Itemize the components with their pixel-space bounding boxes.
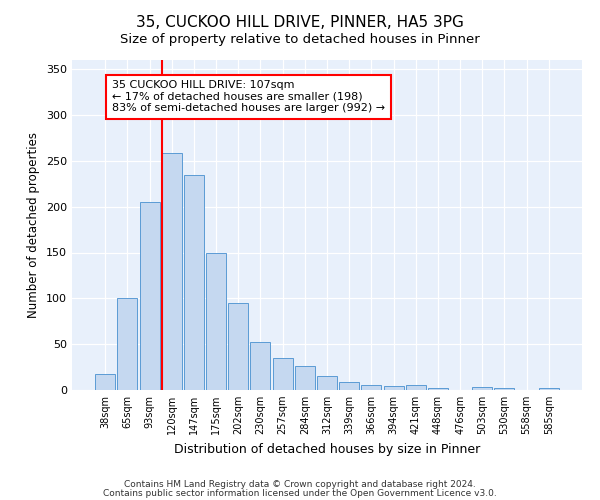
X-axis label: Distribution of detached houses by size in Pinner: Distribution of detached houses by size … — [174, 442, 480, 456]
Text: 35 CUCKOO HILL DRIVE: 107sqm
← 17% of detached houses are smaller (198)
83% of s: 35 CUCKOO HILL DRIVE: 107sqm ← 17% of de… — [112, 80, 385, 114]
Bar — [494, 388, 514, 390]
Bar — [206, 252, 226, 390]
Text: Size of property relative to detached houses in Pinner: Size of property relative to detached ho… — [120, 32, 480, 46]
Bar — [140, 202, 160, 390]
Bar — [250, 342, 271, 390]
Bar — [539, 388, 559, 390]
Bar — [162, 154, 182, 390]
Bar — [472, 387, 492, 390]
Text: Contains HM Land Registry data © Crown copyright and database right 2024.: Contains HM Land Registry data © Crown c… — [124, 480, 476, 489]
Bar — [428, 388, 448, 390]
Bar — [383, 386, 404, 390]
Text: 35, CUCKOO HILL DRIVE, PINNER, HA5 3PG: 35, CUCKOO HILL DRIVE, PINNER, HA5 3PG — [136, 15, 464, 30]
Bar — [95, 374, 115, 390]
Bar — [361, 384, 382, 390]
Bar — [272, 358, 293, 390]
Y-axis label: Number of detached properties: Number of detached properties — [28, 132, 40, 318]
Bar — [228, 303, 248, 390]
Text: Contains public sector information licensed under the Open Government Licence v3: Contains public sector information licen… — [103, 490, 497, 498]
Bar — [406, 386, 426, 390]
Bar — [339, 382, 359, 390]
Bar — [118, 298, 137, 390]
Bar — [184, 174, 204, 390]
Bar — [295, 366, 315, 390]
Bar — [317, 376, 337, 390]
